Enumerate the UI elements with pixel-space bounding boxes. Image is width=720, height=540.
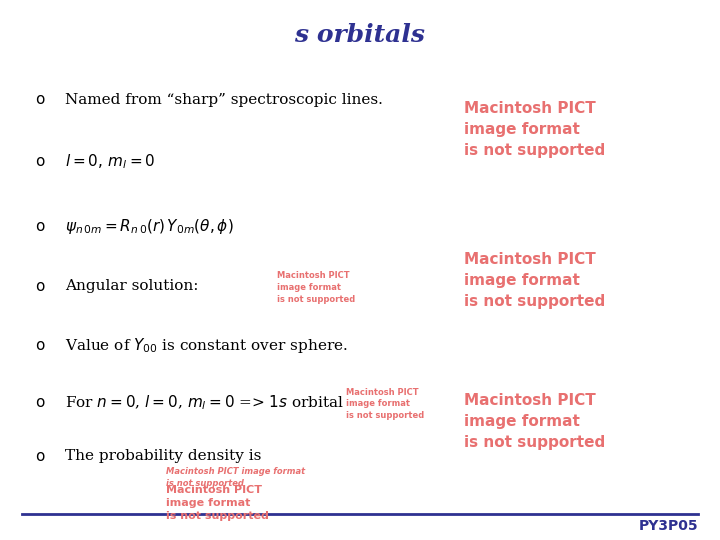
Text: Macintosh PICT
image format
is not supported: Macintosh PICT image format is not suppo… xyxy=(464,101,606,158)
Text: Named from “sharp” spectroscopic lines.: Named from “sharp” spectroscopic lines. xyxy=(65,93,382,107)
Text: o: o xyxy=(35,449,45,464)
Text: o: o xyxy=(35,395,45,410)
Text: Macintosh PICT
image format
is not supported: Macintosh PICT image format is not suppo… xyxy=(346,388,424,420)
Text: o: o xyxy=(35,279,45,294)
Text: s orbitals: s orbitals xyxy=(294,23,426,47)
Text: For $n = 0$, $l = 0$, $m_l = 0$ => $1s$ orbital: For $n = 0$, $l = 0$, $m_l = 0$ => $1s$ … xyxy=(65,393,344,411)
Text: Angular solution:: Angular solution: xyxy=(65,279,198,293)
Text: o: o xyxy=(35,154,45,170)
Text: Macintosh PICT image format
is not supported: Macintosh PICT image format is not suppo… xyxy=(166,468,305,488)
Text: The probability density is: The probability density is xyxy=(65,449,261,463)
Text: Value of $Y_{00}$ is constant over sphere.: Value of $Y_{00}$ is constant over spher… xyxy=(65,336,348,355)
Text: Macintosh PICT
image format
is not supported: Macintosh PICT image format is not suppo… xyxy=(464,393,606,450)
Text: $l = 0,\, m_l = 0$: $l = 0,\, m_l = 0$ xyxy=(65,153,156,171)
Text: o: o xyxy=(35,338,45,353)
Text: Macintosh PICT
image format
is not supported: Macintosh PICT image format is not suppo… xyxy=(464,252,606,309)
Text: Macintosh PICT
image format
is not supported: Macintosh PICT image format is not suppo… xyxy=(277,271,356,303)
Text: Macintosh PICT
image format
is not supported: Macintosh PICT image format is not suppo… xyxy=(166,485,269,522)
Text: PY3P05: PY3P05 xyxy=(639,519,698,534)
Text: $\psi_{n\,0m} = R_{n\,0}(r)\, Y_{0m}(\theta,\phi)$: $\psi_{n\,0m} = R_{n\,0}(r)\, Y_{0m}(\th… xyxy=(65,217,233,237)
Text: o: o xyxy=(35,219,45,234)
Text: o: o xyxy=(35,92,45,107)
